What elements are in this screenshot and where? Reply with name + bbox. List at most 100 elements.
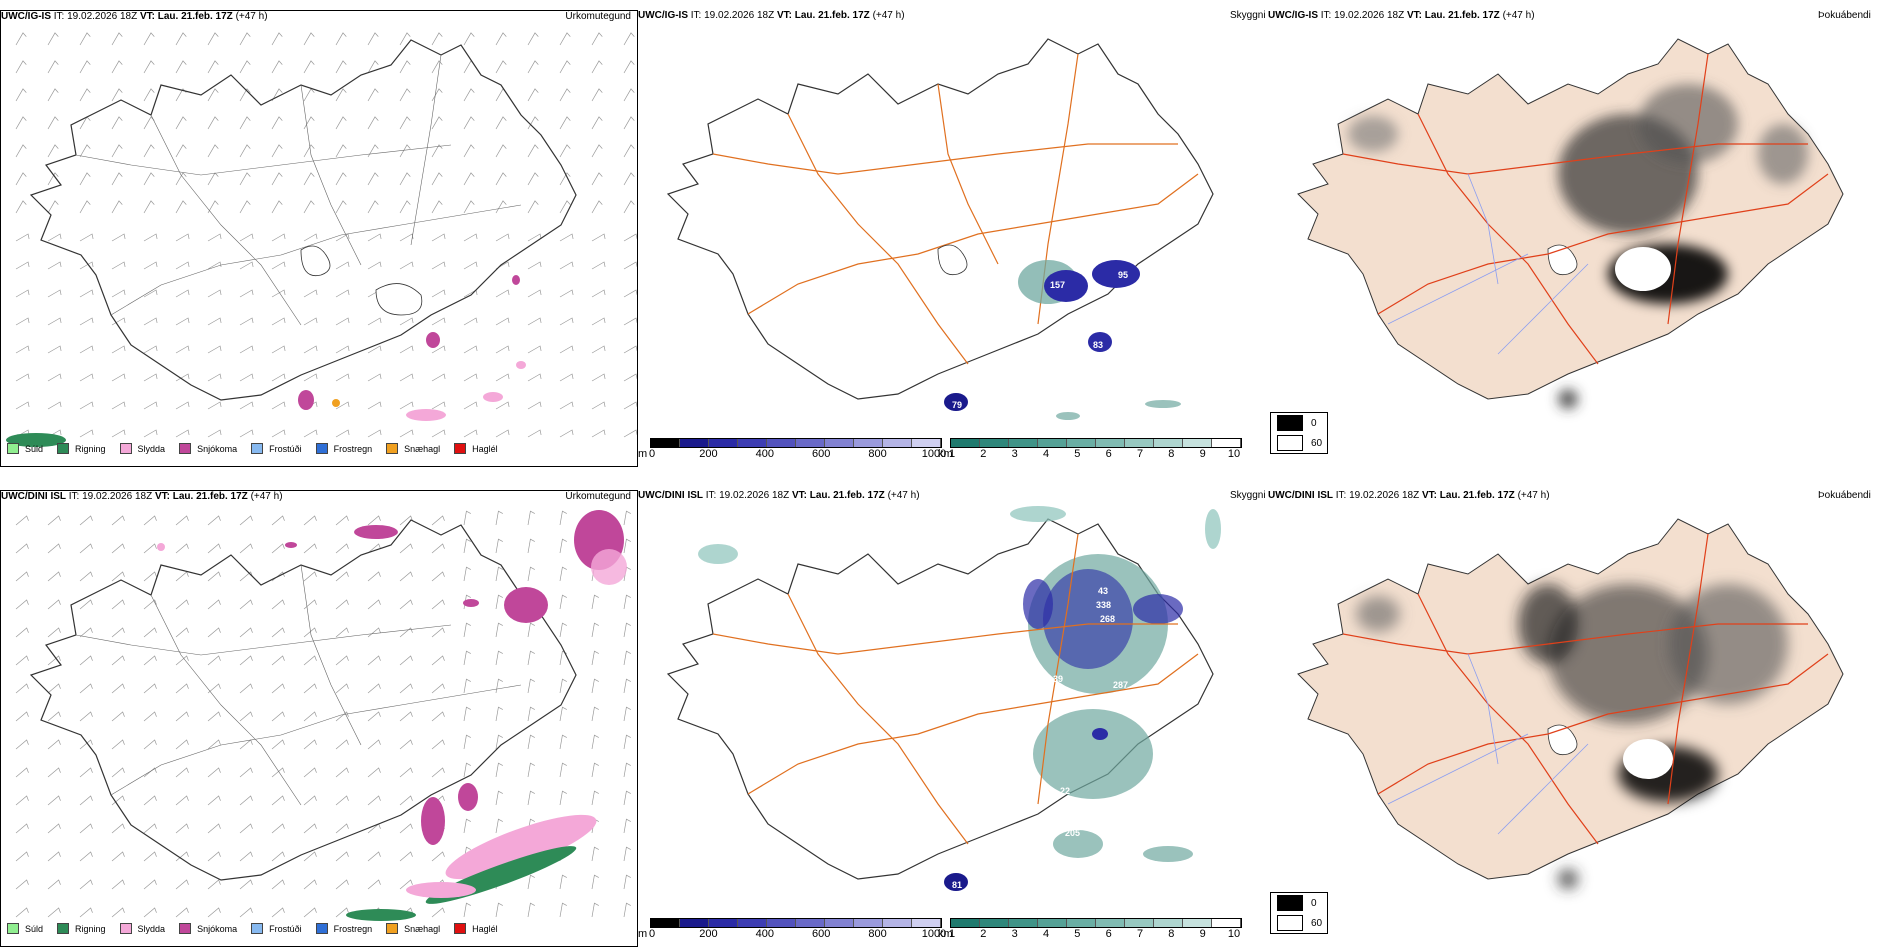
visibility-title: Skyggni	[1230, 10, 1266, 21]
wind-barb	[399, 599, 413, 610]
wind-barb	[79, 32, 91, 46]
colorbar-tick: 0	[648, 928, 656, 940]
wind-barb	[367, 571, 381, 582]
iceland-landmass	[1297, 38, 1844, 400]
wind-barb	[303, 233, 318, 242]
wind-barb	[303, 571, 317, 582]
colorbar-segment	[825, 439, 854, 447]
wind-barb	[495, 373, 510, 382]
wind-barb	[79, 767, 93, 778]
wind-barb	[431, 683, 445, 694]
wind-barb	[111, 261, 126, 270]
vt-label: VT:	[139, 11, 155, 22]
wind-barb	[399, 116, 411, 130]
wind-barb	[591, 846, 599, 862]
fog-legend-item: 60	[1271, 913, 1327, 933]
wind-barb	[47, 88, 59, 102]
wind-barb	[623, 60, 635, 74]
wind-barb	[431, 116, 443, 130]
wind-barb	[47, 879, 61, 890]
panel-title: UWC/IG-IS IT: 19.02.2026 18Z VT: Lau. 21…	[1268, 10, 1535, 22]
lead-time: (+47 h)	[872, 10, 905, 21]
precip-legend-item: Snæhagl	[386, 443, 440, 454]
colorbar-tick: 1000	[921, 448, 947, 460]
ceiling-map-bottom[interactable]: 43 338 268 39 287 22 205 81	[638, 504, 1270, 924]
wind-barb	[239, 429, 254, 438]
wind-barb	[559, 401, 574, 410]
visibility-title: Skyggni	[1230, 490, 1266, 501]
wind-barb	[495, 706, 503, 722]
wind-barb	[271, 515, 285, 526]
road-network	[75, 54, 522, 326]
precip-legend-item: Frostúði	[251, 443, 302, 454]
precip-panel-top: UWC/IG-IS IT: 19.02.2026 18Z VT: Lau. 21…	[0, 10, 638, 467]
fog-map-top[interactable]	[1268, 24, 1900, 444]
it-value: 19.02.2026 18Z	[719, 490, 790, 501]
wind-barb	[399, 571, 413, 582]
wind-barb	[431, 739, 445, 750]
colorbar-segment	[951, 919, 980, 927]
wind-barb	[559, 345, 574, 354]
precip-map-bottom[interactable]	[1, 505, 637, 930]
wind-barb	[239, 200, 251, 214]
wind-barb	[527, 172, 539, 186]
wind-barb	[495, 345, 510, 354]
wind-barb	[239, 144, 251, 158]
wind-barb	[239, 655, 253, 666]
wind-barb	[175, 571, 189, 582]
wind-barb	[47, 767, 61, 778]
road-network	[75, 564, 522, 806]
wind-barb	[79, 373, 94, 382]
ceiling-map-top[interactable]: 157 132 95 83 79	[638, 24, 1270, 444]
wind-barbs	[15, 32, 637, 438]
fog-map-bottom[interactable]	[1268, 504, 1900, 924]
wind-barb	[591, 144, 603, 158]
wind-barb	[207, 823, 221, 834]
wind-barb	[47, 543, 61, 554]
wind-barb	[495, 289, 510, 298]
legend-swatch	[251, 923, 264, 934]
colorbar-tick: 3	[1011, 928, 1018, 940]
legend-label: Frostregn	[333, 443, 373, 454]
wind-barb	[79, 823, 93, 834]
wind-barb	[559, 144, 571, 158]
wind-barb	[271, 767, 285, 778]
wind-barb	[399, 739, 413, 750]
wind-barb	[399, 345, 414, 354]
wind-barb	[623, 233, 637, 242]
wind-barb	[143, 739, 157, 750]
wind-barb	[111, 767, 125, 778]
vt-label: VT:	[791, 490, 807, 501]
wind-barb	[175, 289, 190, 298]
wind-barb	[175, 795, 189, 806]
wind-barb	[367, 683, 381, 694]
fog-legend-item: 60	[1271, 433, 1327, 453]
wind-barb	[239, 261, 254, 270]
wind-barb	[15, 711, 29, 722]
wind-barb	[399, 711, 413, 722]
lead-time: (+47 h)	[1502, 10, 1535, 21]
wind-barb	[15, 599, 29, 610]
vt-value: Lau. 21.feb. 17Z	[809, 490, 885, 501]
wind-barb	[431, 655, 445, 666]
colorbar-segment	[1212, 439, 1241, 447]
colorbar-segment	[854, 439, 883, 447]
colorbar-tick: 7	[1136, 448, 1144, 460]
ceiling-value: 132	[1088, 284, 1103, 294]
wind-barb	[207, 515, 221, 526]
wind-barb	[527, 345, 542, 354]
wind-barb	[303, 795, 317, 806]
wind-barb	[207, 599, 221, 610]
wind-barb	[495, 762, 503, 778]
precip-map-top[interactable]	[1, 25, 637, 450]
wind-barb	[623, 172, 635, 186]
road-network	[712, 533, 1199, 845]
wind-barb	[111, 879, 125, 890]
wind-barb	[175, 879, 189, 890]
wind-barb	[239, 401, 254, 410]
wind-barb	[79, 200, 91, 214]
wind-barb	[495, 233, 510, 242]
wind-barb	[367, 627, 381, 638]
wind-barb	[591, 429, 606, 438]
wind-barb	[47, 172, 59, 186]
